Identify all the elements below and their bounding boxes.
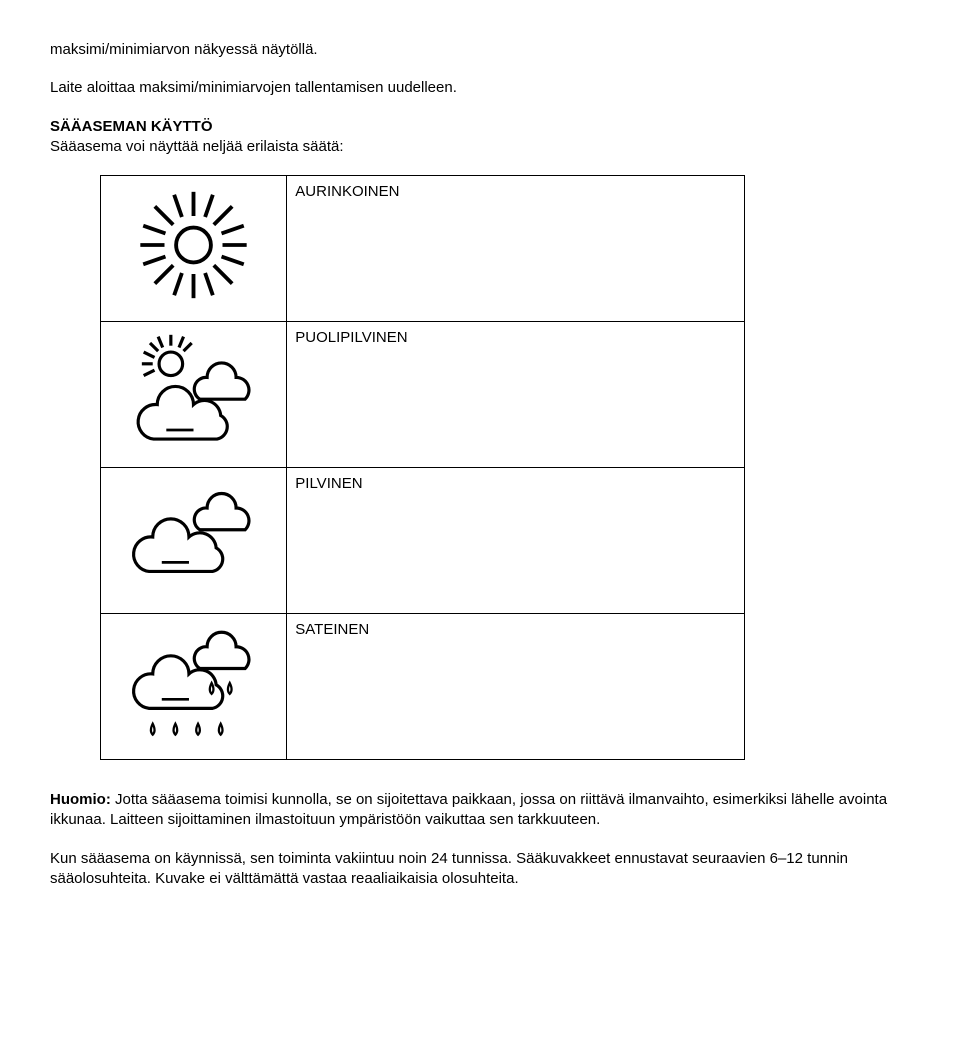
weather-label: PILVINEN: [295, 475, 362, 492]
note-paragraph-1: Huomio: Jotta sääasema toimisi kunnolla,…: [50, 790, 910, 831]
weather-icon-cell: [101, 176, 287, 322]
section-heading: SÄÄASEMAN KÄYTTÖ: [50, 118, 213, 135]
weather-label: SATEINEN: [295, 621, 369, 638]
weather-label: AURINKOINEN: [295, 183, 399, 200]
section-heading-block: SÄÄASEMAN KÄYTTÖ Sääasema voi näyttää ne…: [50, 117, 910, 158]
intro-line-2: Laite aloittaa maksimi/minimiarvojen tal…: [50, 78, 910, 98]
notes-block: Huomio: Jotta sääasema toimisi kunnolla,…: [50, 790, 910, 889]
note-lead: Huomio:: [50, 791, 111, 808]
weather-label-cell: PILVINEN: [287, 468, 745, 614]
note-paragraph-2: Kun sääasema on käynnissä, sen toiminta …: [50, 849, 910, 890]
weather-icon-cell: [101, 614, 287, 760]
weather-label-cell: AURINKOINEN: [287, 176, 745, 322]
weather-table: AURINKOINEN: [100, 175, 745, 760]
weather-label-cell: PUOLIPILVINEN: [287, 322, 745, 468]
table-row: SATEINEN: [101, 614, 745, 760]
weather-label-cell: SATEINEN: [287, 614, 745, 760]
table-row: PILVINEN: [101, 468, 745, 614]
cloudy-icon: [121, 472, 266, 602]
weather-icon-cell: [101, 468, 287, 614]
weather-label: PUOLIPILVINEN: [295, 329, 407, 346]
sun-icon: [121, 180, 266, 310]
table-row: AURINKOINEN: [101, 176, 745, 322]
section-subheading: Sääasema voi näyttää neljää erilaista sä…: [50, 138, 344, 155]
rainy-icon: [121, 618, 266, 748]
note-rest: Jotta sääasema toimisi kunnolla, se on s…: [50, 791, 887, 828]
intro-line-1: maksimi/minimiarvon näkyessä näytöllä.: [50, 40, 910, 60]
weather-icon-cell: [101, 322, 287, 468]
partly-cloudy-icon: [121, 326, 266, 456]
table-row: PUOLIPILVINEN: [101, 322, 745, 468]
